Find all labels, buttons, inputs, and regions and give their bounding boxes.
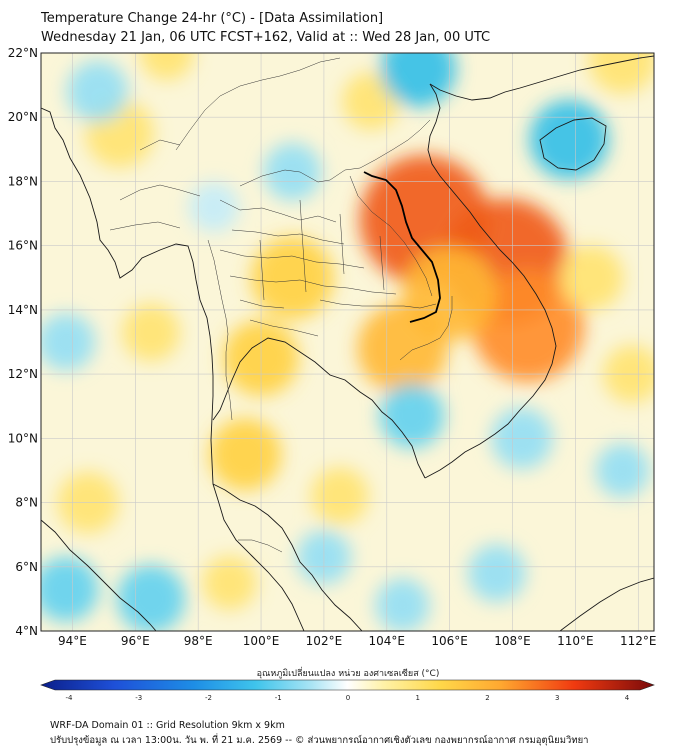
anomaly-blob	[263, 143, 322, 201]
coastline-borneo	[559, 577, 654, 631]
anomaly-blob	[379, 383, 445, 449]
anomaly-blob	[41, 313, 95, 371]
colorbar-tick-label: -4	[66, 694, 74, 702]
anomaly-blob	[310, 467, 369, 525]
anomaly-blob	[41, 556, 99, 622]
border-myanmar-china	[175, 57, 341, 151]
coastline-myanmar-west	[41, 107, 305, 631]
longitude-label: 112°E	[620, 634, 657, 648]
coastline-malay-east	[212, 483, 363, 631]
provinces-myanmar	[109, 139, 201, 231]
longitude-label: 100°E	[243, 634, 280, 648]
longitude-label: 102°E	[306, 634, 343, 648]
provinces-north	[219, 199, 365, 269]
border-myanmar-laos	[239, 169, 331, 187]
footer-update-credit: ปรับปรุงข้อมูล ณ เวลา 13:00น. วัน พ. ที่…	[50, 735, 589, 746]
colorbar-tick-label: 0	[346, 694, 350, 702]
anomaly-blob	[202, 555, 257, 610]
longitude-labels: 94°E 96°E 98°E 100°E 102°E 104°E 106°E 108°E 110…	[58, 634, 657, 648]
latitude-label: 16°N	[8, 239, 38, 253]
longitude-label: 98°E	[184, 634, 213, 648]
map-frame	[40, 52, 655, 632]
mekong-boundary-highlight	[363, 171, 441, 323]
latitude-label: 14°N	[8, 303, 38, 317]
anomaly-blob	[468, 544, 526, 602]
provinces-central	[229, 199, 397, 337]
latitude-label: 6°N	[15, 560, 38, 574]
colorbar-tick-label: 1	[416, 694, 420, 702]
admin-boundaries	[109, 57, 453, 553]
latitude-label: 10°N	[8, 431, 38, 445]
colorbar-tick-label: 2	[485, 694, 489, 702]
longitude-label: 108°E	[494, 634, 531, 648]
border-myanmar-thailand	[207, 239, 233, 421]
provinces-laos	[349, 175, 433, 297]
colorbar-title: อุณหภูมิเปลี่ยนแปลง หน่วย องศาเซลเซียส (…	[257, 666, 440, 679]
coastline-gulf-thailand	[212, 337, 426, 479]
anomaly-blob	[558, 245, 624, 311]
anomaly-blob	[529, 100, 609, 180]
colorbar-tick-label: -3	[135, 694, 142, 702]
anomaly-blob	[188, 181, 240, 233]
anomaly-blob	[251, 236, 334, 320]
anomaly-blob	[357, 303, 448, 394]
border-laos-china	[329, 119, 431, 181]
latitude-label: 12°N	[8, 367, 38, 381]
anomaly-blob	[588, 53, 654, 94]
anomaly-blob	[380, 53, 457, 107]
anomaly-blob	[66, 60, 129, 123]
colorbar	[40, 679, 655, 691]
footer-model-info: WRF-DA Domain 01 :: Grid Resolution 9km …	[50, 720, 285, 731]
latitude-label: 18°N	[8, 174, 38, 188]
map-subtitle: Wednesday 21 Jan, 06 UTC FCST+162, Valid…	[41, 30, 491, 45]
latitude-label: 8°N	[15, 496, 38, 510]
border-cambodia-vietnam	[399, 296, 453, 361]
graticule	[41, 53, 654, 631]
longitude-label: 110°E	[557, 634, 594, 648]
colorbar-tick-label: 3	[555, 694, 559, 702]
border-thailand-malaysia	[238, 539, 283, 553]
anomaly-blob	[209, 418, 282, 491]
latitude-label: 20°N	[8, 110, 38, 124]
anomaly-blob	[472, 270, 585, 382]
colorbar-ticks: -4 -3 -2 -1 0 1 2 3 4	[66, 694, 630, 702]
longitude-label: 104°E	[369, 634, 406, 648]
latitude-label: 4°N	[15, 624, 38, 638]
colorbar-tick-label: 4	[625, 694, 630, 702]
colorbar-tick-label: -2	[205, 694, 212, 702]
latitude-label: 22°N	[8, 46, 38, 60]
longitude-label: 96°E	[121, 634, 150, 648]
anomaly-blob	[595, 443, 650, 498]
anomaly-blob	[122, 303, 180, 362]
longitude-label: 106°E	[431, 634, 468, 648]
anomaly-blob	[375, 578, 430, 631]
coastline-china-south	[429, 55, 654, 101]
temperature-change-map: 22°N 20°N 18°N 16°N 14°N 12°N 10°N 8°N 6°N 4°N 94…	[8, 46, 657, 702]
anomaly-blob	[139, 53, 194, 80]
longitude-label: 94°E	[58, 634, 87, 648]
coastline-vietnam	[424, 83, 557, 479]
coastline-sumatra	[41, 519, 157, 631]
colorbar-tick-label: -1	[275, 694, 282, 702]
coastlines	[41, 55, 654, 631]
anomaly-blob	[116, 564, 186, 631]
coastline-hainan	[539, 117, 607, 171]
map-title: Temperature Change 24-hr (°C) - [Data As…	[41, 11, 384, 26]
border-thailand-cambodia	[319, 299, 437, 309]
latitude-labels: 22°N 20°N 18°N 16°N 14°N 12°N 10°N 8°N 6°N 4°N	[8, 46, 38, 638]
